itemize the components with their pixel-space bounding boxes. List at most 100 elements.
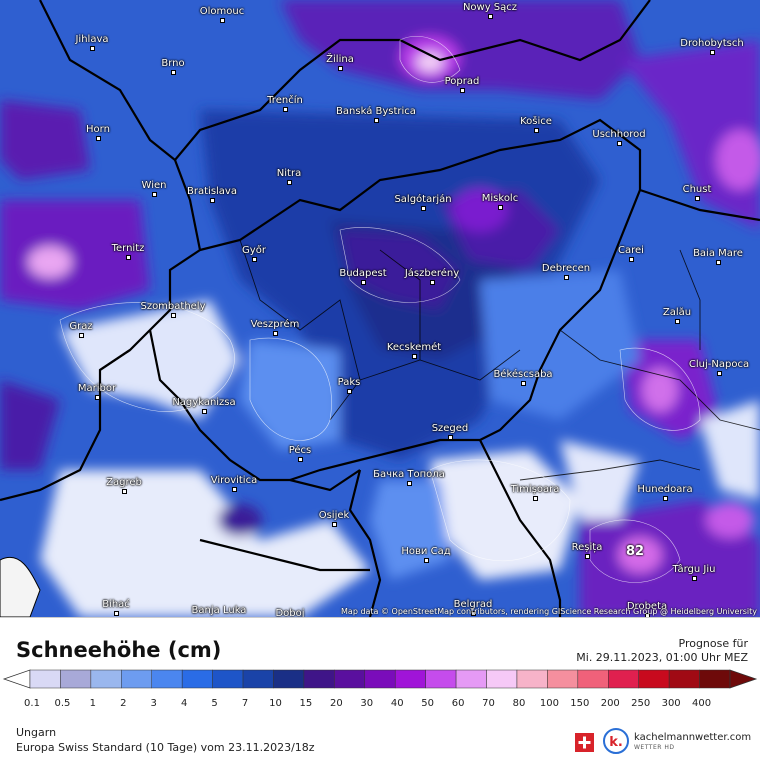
map-canvas: [0, 0, 760, 617]
city-marker: [210, 198, 215, 203]
city-label: Târgu Jiu: [672, 564, 716, 575]
scale-label: 60: [452, 698, 465, 708]
scale-label: 7: [242, 698, 248, 708]
city-label: Jászberény: [404, 268, 460, 279]
scale-swatch: [668, 669, 700, 689]
city-label: Reșița: [571, 542, 603, 553]
city-marker: [564, 275, 569, 280]
city-label: Zalău: [662, 307, 692, 318]
city-label: Nagykanizsa: [172, 397, 236, 408]
city-marker: [79, 333, 84, 338]
scale-label: 3: [151, 698, 157, 708]
scale-swatch: [516, 669, 548, 689]
city-label: Bihać: [102, 599, 130, 610]
city-label: Osijek: [318, 510, 350, 521]
city-marker: [533, 496, 538, 501]
city-marker: [692, 576, 697, 581]
swiss-flag-icon: [575, 733, 594, 752]
scale-arrow-left: [2, 669, 31, 689]
scale-label: 15: [300, 698, 313, 708]
city-label: Salgótarján: [394, 194, 452, 205]
city-label: Бачка Топола: [373, 469, 445, 480]
scale-swatch: [455, 669, 487, 689]
scale-swatch: [638, 669, 670, 689]
scale-swatch: [273, 669, 305, 689]
city-marker: [629, 257, 634, 262]
city-marker: [283, 107, 288, 112]
region-borders: [239, 239, 760, 481]
city-label: Brno: [161, 58, 185, 69]
city-label: Zagreb: [106, 477, 142, 488]
scale-label: 10: [269, 698, 282, 708]
city-marker: [716, 260, 721, 265]
city-marker: [675, 319, 680, 324]
kachelmann-logo-icon[interactable]: k.: [603, 728, 629, 754]
city-label: Kecskemét: [386, 342, 442, 353]
city-label: Wien: [141, 180, 167, 191]
city-marker: [717, 371, 722, 376]
city-marker: [298, 457, 303, 462]
map-divider: [0, 617, 760, 618]
scale-label: 40: [391, 698, 404, 708]
scale-arrow-right: [729, 669, 758, 689]
city-marker: [448, 435, 453, 440]
city-label: Timișoara: [510, 484, 560, 495]
city-label: Cluj-Napoca: [688, 359, 750, 370]
scale-label: 250: [631, 698, 650, 708]
scale-label: 50: [421, 698, 434, 708]
scale-label: 70: [482, 698, 495, 708]
city-marker: [332, 522, 337, 527]
scale-swatch: [425, 669, 457, 689]
scale-swatch: [121, 669, 152, 689]
city-label: Olomouc: [199, 6, 245, 17]
model-info: Europa Swiss Standard (10 Tage) vom 23.1…: [16, 741, 315, 754]
scale-swatch: [334, 669, 366, 689]
city-label: Banja Luka: [191, 605, 247, 616]
snow-depth-map[interactable]: Olomouc Nowy Sącz Jihlava Drohobytsch Brno Ži…: [0, 0, 760, 617]
city-marker: [114, 611, 119, 616]
scale-label: 150: [570, 698, 589, 708]
city-label: Debrecen: [541, 263, 591, 274]
brand-name[interactable]: kachelmannwetter.com: [634, 732, 752, 743]
scale-swatch: [547, 669, 579, 689]
city-label: Győr: [242, 245, 266, 256]
scale-label: 5: [211, 698, 217, 708]
city-label: Banská Bystrica: [336, 106, 416, 117]
scale-swatch: [394, 669, 426, 689]
city-label: Jihlava: [75, 34, 109, 45]
scale-swatch: [60, 669, 92, 689]
city-label: Veszprém: [250, 319, 300, 330]
city-label: Hunedoara: [637, 484, 693, 495]
region-name: Ungarn: [16, 726, 57, 739]
city-marker: [96, 136, 101, 141]
city-marker: [126, 255, 131, 260]
city-label: Virovitica: [210, 475, 258, 486]
city-marker: [374, 118, 379, 123]
city-marker: [424, 558, 429, 563]
city-marker: [534, 128, 539, 133]
city-marker: [663, 496, 668, 501]
city-marker: [617, 141, 622, 146]
city-label: Szeged: [431, 423, 469, 434]
city-marker: [90, 46, 95, 51]
city-label: Békéscsaba: [493, 369, 553, 380]
city-marker: [710, 50, 715, 55]
city-marker: [407, 481, 412, 486]
city-marker: [252, 257, 257, 262]
city-marker: [152, 192, 157, 197]
scale-swatch: [364, 669, 396, 689]
scale-swatch: [29, 669, 61, 689]
city-label: Carei: [618, 245, 644, 256]
forecast-label: Prognose für: [678, 637, 749, 650]
city-label: Nitra: [276, 168, 302, 179]
city-label: Chust: [682, 184, 712, 195]
city-marker: [521, 381, 526, 386]
city-label: Nowy Sącz: [462, 2, 518, 13]
city-marker: [171, 313, 176, 318]
scale-label: 80: [513, 698, 526, 708]
water-area: [0, 556, 41, 617]
scale-swatch: [699, 669, 731, 689]
city-marker: [273, 331, 278, 336]
city-marker: [695, 196, 700, 201]
scale-swatch: [212, 669, 244, 689]
